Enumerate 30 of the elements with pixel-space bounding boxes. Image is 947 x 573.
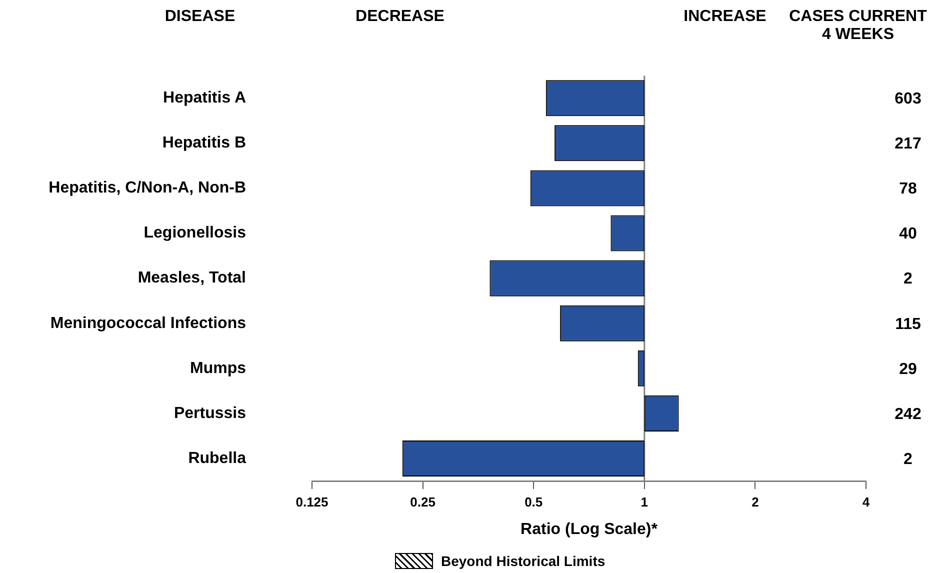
text: 603 (894, 90, 922, 108)
y-tick-label: Hepatitis A (163, 90, 246, 107)
y-tick-label: Hepatitis B (162, 134, 246, 152)
text: 2 (904, 450, 913, 468)
text: 29 (899, 360, 917, 378)
y-tick-label: Legionellosis (144, 224, 246, 242)
text: CASES CURRENT 4 WEEKS (788, 8, 928, 44)
y-tick-label: Meningococcal Infections (50, 314, 246, 332)
x-tick-label: 1 (640, 494, 648, 510)
text: 78 (899, 180, 917, 198)
text: 242 (894, 406, 922, 423)
y-axis-title: DISEASE (164, 8, 236, 26)
text: 40 (899, 226, 917, 243)
x-tick-label: 0.125 (296, 494, 328, 510)
x-tick-label: 0.5 (524, 494, 543, 510)
x-axis-title: Ratio (Log Scale)* (520, 520, 658, 538)
x-tick-label: 2 (752, 494, 759, 510)
text: 2 (904, 270, 913, 288)
x-tick-label: 0.25 (410, 494, 436, 510)
text: DECREASE (354, 8, 446, 26)
y-tick-label: Hepatitis, C/Non-A, Non-B (48, 180, 246, 197)
y-tick-label: Pertussis (174, 404, 246, 422)
y-tick-label: Rubella (188, 450, 246, 467)
text: INCREASE (682, 8, 768, 26)
text: 217 (894, 136, 922, 153)
text: 115 (895, 316, 922, 333)
y-tick-label: Mumps (190, 360, 246, 377)
y-tick-label: Measles, Total (138, 270, 246, 287)
text: Beyond Historical Limits (441, 553, 606, 569)
x-tick-label: 4 (862, 494, 870, 510)
